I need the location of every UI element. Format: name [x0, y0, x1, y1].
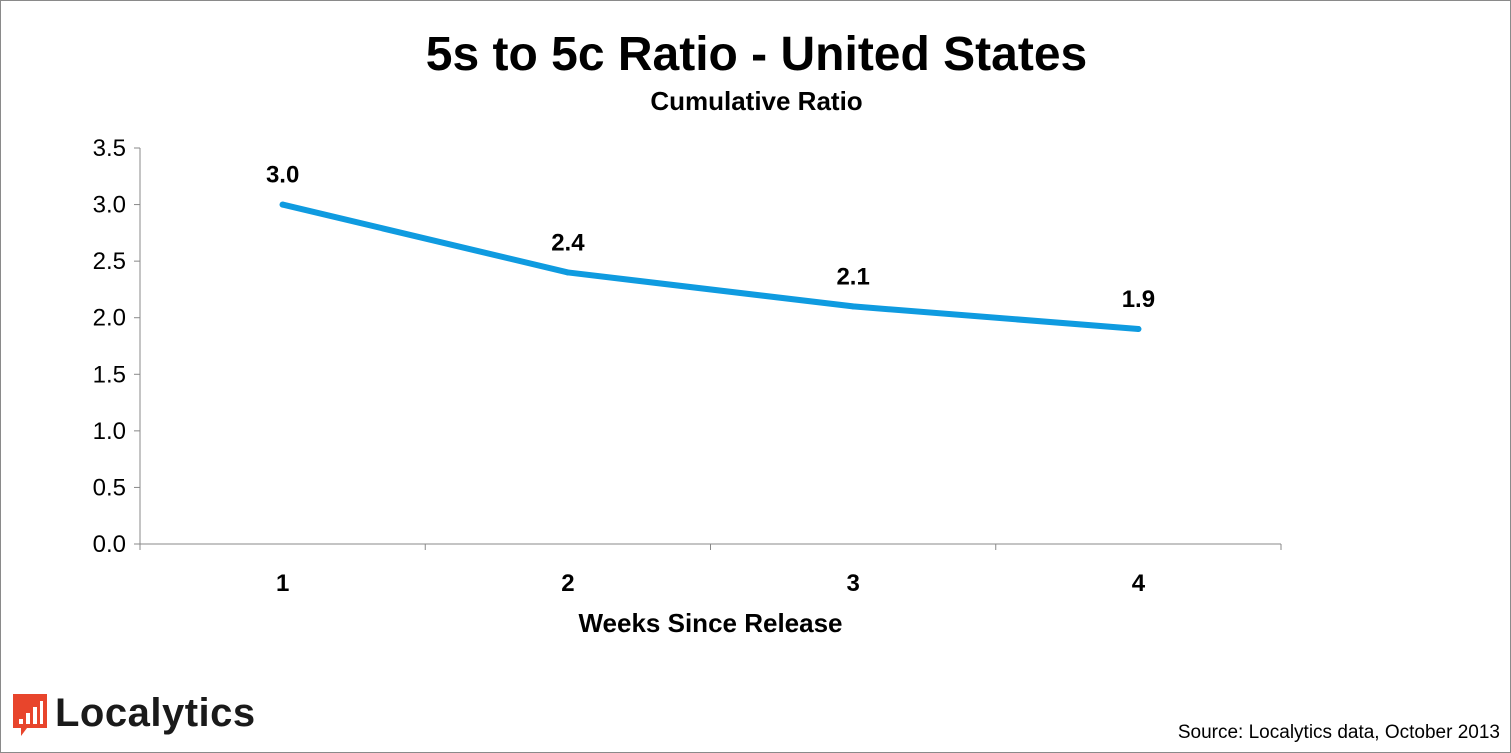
y-tick-label: 1.0: [93, 418, 126, 445]
data-label: 1.9: [1122, 286, 1155, 313]
y-tick-label: 3.5: [93, 135, 126, 162]
x-tick-label: 3: [846, 570, 859, 597]
logo-text: Localytics: [55, 691, 256, 735]
x-axis-title: Weeks Since Release: [578, 608, 842, 638]
localytics-logo: Localytics: [13, 691, 256, 736]
data-label: 3.0: [266, 162, 299, 189]
source-note: Source: Localytics data, October 2013: [1177, 722, 1500, 743]
y-tick-label: 3.0: [93, 192, 126, 219]
x-tick-label: 1: [276, 570, 289, 597]
chart-subtitle: Cumulative Ratio: [650, 86, 863, 116]
data-point: [564, 269, 571, 276]
x-tick-label: 2: [561, 570, 574, 597]
y-tick-label: 2.0: [93, 305, 126, 332]
y-tick-label: 1.5: [93, 361, 126, 388]
data-point: [1135, 326, 1142, 333]
y-tick-label: 2.5: [93, 248, 126, 275]
data-point: [850, 303, 857, 310]
data-point: [279, 201, 286, 208]
data-label: 2.4: [551, 229, 585, 256]
x-tick-label: 4: [1132, 570, 1146, 597]
logo-bar-icon: [13, 693, 47, 736]
y-tick-label: 0.0: [93, 531, 126, 558]
chart-title: 5s to 5c Ratio - United States: [425, 28, 1088, 81]
series-line: [279, 201, 1142, 333]
y-tick-label: 0.5: [93, 474, 126, 501]
data-label: 2.1: [836, 263, 869, 290]
